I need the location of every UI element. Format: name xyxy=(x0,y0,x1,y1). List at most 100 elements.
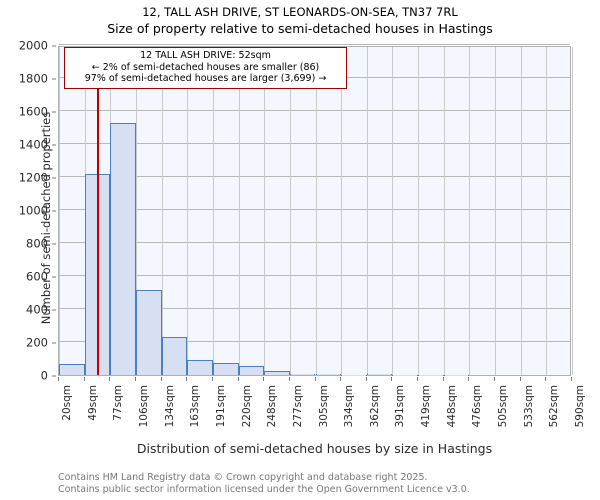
x-axis-tick-mark xyxy=(314,377,316,381)
y-axis-ticks: 0 200 400 600 800 1000 1200 1400 1600 1800 2000 xyxy=(0,40,56,381)
y-axis-tick-mark xyxy=(52,78,56,80)
gridline-vertical xyxy=(546,47,548,375)
histogram-bar xyxy=(289,374,316,375)
x-axis-tick-label: 505sqm xyxy=(497,385,510,428)
annotation-line-3: 97% of semi-detached houses are larger (… xyxy=(84,73,327,84)
gridline-vertical xyxy=(264,47,266,375)
gridline-vertical xyxy=(161,47,163,375)
gridline-vertical xyxy=(135,47,137,375)
x-axis-tick-mark xyxy=(58,377,59,381)
y-axis-tick-mark xyxy=(52,243,56,245)
x-axis-tick-mark xyxy=(109,377,111,381)
x-axis-tick-label: 391sqm xyxy=(394,385,407,428)
annotation-line-2: ← 2% of semi-detached houses are smaller… xyxy=(91,61,320,73)
x-axis-tick-label: 220sqm xyxy=(240,385,253,428)
x-axis-tick-label: 248sqm xyxy=(266,385,279,428)
x-axis-tick-mark xyxy=(160,377,162,381)
chart-title: 12, TALL ASH DRIVE, ST LEONARDS-ON-SEA, … xyxy=(142,5,458,19)
x-axis-tick-mark xyxy=(83,377,85,381)
x-axis-tick-label: 305sqm xyxy=(317,385,330,428)
x-axis-tick-mark xyxy=(237,377,239,381)
x-axis-tick-mark xyxy=(134,377,136,381)
footer-line-1: Contains HM Land Registry data © Crown c… xyxy=(58,472,428,483)
chart-subtitle: Size of property relative to semi-detach… xyxy=(107,21,493,36)
histogram-bar xyxy=(59,364,85,375)
y-axis-tick-label: 200 xyxy=(26,335,48,350)
x-axis-tick-label: 533sqm xyxy=(522,385,535,428)
histogram-bar xyxy=(135,290,162,375)
x-axis-tick-label: 134sqm xyxy=(163,385,176,428)
gridline-vertical xyxy=(238,47,240,375)
histogram-bar xyxy=(161,337,188,375)
histogram-bar xyxy=(212,362,239,375)
x-axis-tick-mark xyxy=(211,377,213,381)
annotation-line-1: 12 TALL ASH DRIVE: 52sqm xyxy=(140,50,271,61)
x-axis-tick-mark xyxy=(545,377,547,381)
x-axis-tick-label: 334sqm xyxy=(343,385,356,428)
y-axis-tick-label: 0 xyxy=(40,368,48,383)
gridline-vertical xyxy=(572,47,573,375)
x-axis-tick-label: 49sqm xyxy=(86,385,99,421)
chart-title-block: 12, TALL ASH DRIVE, ST LEONARDS-ON-SEA, … xyxy=(0,4,600,37)
gridline-vertical xyxy=(392,47,394,375)
x-axis-tick-mark xyxy=(365,377,367,381)
x-axis-tick-label: 362sqm xyxy=(368,385,381,428)
histogram-bar xyxy=(110,122,136,375)
x-axis-tick-label: 476sqm xyxy=(471,385,484,428)
x-axis-tick-label: 562sqm xyxy=(548,385,561,428)
x-axis-tick-mark xyxy=(468,377,470,381)
x-axis-tick-mark xyxy=(571,377,572,381)
y-axis-tick-mark xyxy=(52,210,56,212)
x-axis-tick-label: 163sqm xyxy=(189,385,202,428)
gridline-vertical xyxy=(212,47,214,375)
gridline-horizontal xyxy=(59,242,570,243)
property-annotation-box: 12 TALL ASH DRIVE: 52sqm ← 2% of semi-de… xyxy=(64,47,347,89)
gridline-vertical xyxy=(520,47,522,375)
x-axis-tick-mark xyxy=(288,377,290,381)
gridline-horizontal xyxy=(59,143,570,144)
gridline-horizontal xyxy=(59,44,570,45)
histogram-bar xyxy=(238,365,265,375)
y-axis-tick-label: 1600 xyxy=(18,104,48,119)
gridline-vertical xyxy=(366,47,368,375)
x-axis-tick-mark xyxy=(442,377,444,381)
gridline-horizontal xyxy=(59,209,570,210)
gridline-vertical xyxy=(289,47,291,375)
gridline-vertical xyxy=(315,47,317,375)
y-axis-tick-label: 800 xyxy=(26,236,48,251)
x-axis-label: Distribution of semi-detached houses by … xyxy=(136,441,493,456)
y-axis-tick-mark xyxy=(52,342,56,344)
x-axis-tick-label: 448sqm xyxy=(445,385,458,428)
x-axis-tick-label: 191sqm xyxy=(214,385,227,428)
histogram-bar xyxy=(187,360,213,375)
y-axis-tick-mark xyxy=(52,111,56,113)
plot-area xyxy=(58,44,573,376)
y-axis-tick-label: 1800 xyxy=(18,71,48,86)
x-axis-tick-mark xyxy=(340,377,342,381)
x-axis-tick-label: 106sqm xyxy=(137,385,150,428)
y-axis-tick-mark xyxy=(52,375,56,377)
gridline-vertical xyxy=(418,47,420,375)
x-axis-tick-label: 419sqm xyxy=(420,385,433,428)
x-axis-tick-mark xyxy=(391,377,393,381)
gridline-vertical xyxy=(341,47,343,375)
y-axis-tick-mark xyxy=(52,177,56,179)
gridline-vertical xyxy=(443,47,445,375)
x-axis-tick-label: 277sqm xyxy=(291,385,304,428)
gridline-horizontal xyxy=(59,341,570,342)
x-axis-tick-label: 77sqm xyxy=(112,385,125,421)
property-marker-line xyxy=(96,47,99,375)
x-axis-tick-mark xyxy=(417,377,419,381)
footer-attribution: Contains HM Land Registry data © Crown c… xyxy=(58,472,598,495)
y-axis-tick-label: 1200 xyxy=(18,170,48,185)
gridline-horizontal xyxy=(59,110,570,111)
y-axis-tick-label: 2000 xyxy=(18,38,48,53)
x-axis-tick-label: 590sqm xyxy=(574,385,586,428)
y-axis-tick-mark xyxy=(52,276,56,278)
histogram-bar xyxy=(264,370,290,375)
y-axis-tick-label: 1000 xyxy=(18,203,48,218)
gridline-horizontal xyxy=(59,308,570,309)
x-axis-ticks: 20sqm 49sqm 77sqm 106sqm 134sqm 163sqm 191sqm 2… xyxy=(58,377,586,437)
histogram-bar xyxy=(366,374,393,375)
gridline-horizontal xyxy=(59,176,570,177)
